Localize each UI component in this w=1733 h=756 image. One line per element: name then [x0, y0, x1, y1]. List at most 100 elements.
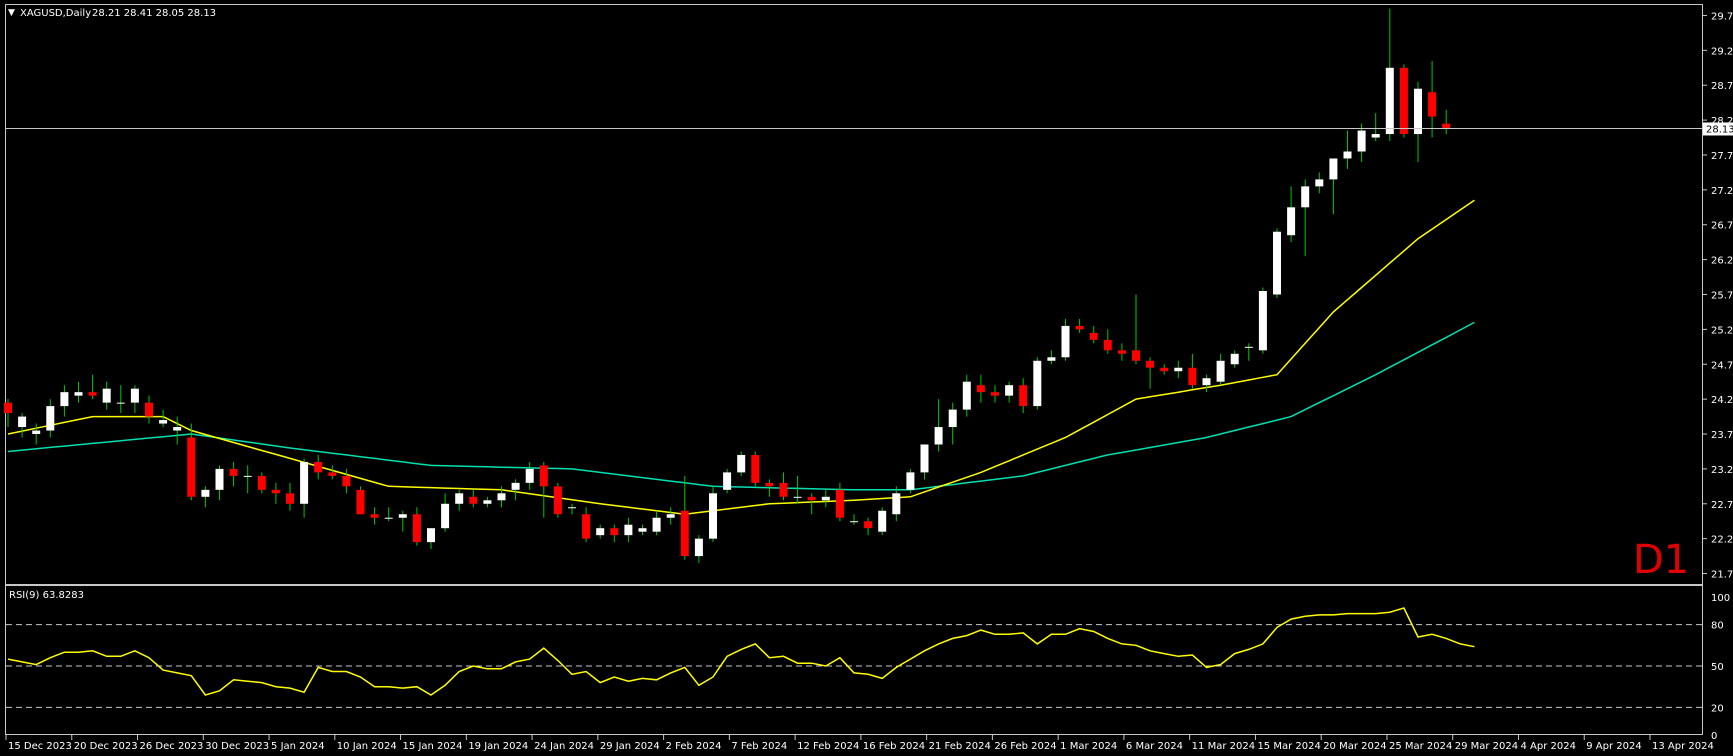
candle [751, 451, 760, 487]
current-price-label: 28.13 [1706, 124, 1733, 135]
x-tick-label: 24 Jan 2024 [534, 741, 594, 752]
x-tick-label: 1 Mar 2024 [1060, 741, 1117, 752]
y-tick-label: 25.75 [1711, 291, 1733, 302]
candle [835, 482, 844, 522]
candle [709, 486, 717, 543]
candle [1089, 325, 1098, 344]
candle-body-bull [638, 528, 647, 532]
candle-body-bull [920, 444, 929, 473]
candle-body-bull [46, 406, 55, 431]
candle-body-bull [850, 521, 858, 523]
x-tick-label: 6 Mar 2024 [1126, 741, 1183, 752]
x-tick-label: 9 Apr 2024 [1586, 741, 1641, 752]
x-tick-label: 16 Feb 2024 [863, 741, 925, 752]
y-tick-label: 27.75 [1711, 151, 1733, 162]
candle [1315, 172, 1324, 194]
y-tick-label: 23.25 [1711, 465, 1733, 476]
candle [511, 479, 520, 501]
candle [1273, 228, 1281, 298]
candle-body-bull [159, 420, 168, 424]
candle [962, 374, 971, 417]
candle [201, 486, 210, 508]
candle [497, 486, 506, 508]
candle-body-bear [680, 510, 689, 557]
x-tick-label: 4 Apr 2024 [1520, 741, 1575, 752]
candle [215, 465, 224, 501]
candle-body-bull [215, 468, 224, 490]
candle-body-bear [1117, 350, 1126, 354]
candle [455, 489, 464, 511]
candle [88, 374, 97, 400]
rsi-tick-label: 20 [1711, 703, 1724, 714]
candle [145, 395, 153, 424]
candle-body-bull [652, 517, 661, 532]
candle [356, 486, 365, 515]
candle-body-bull [737, 454, 746, 473]
candle [1301, 179, 1310, 257]
candle-body-bull [1315, 179, 1324, 187]
candle-body-bull [102, 388, 111, 403]
x-tick-label: 11 Mar 2024 [1192, 741, 1255, 752]
candle-body-bull [201, 489, 210, 497]
y-tick-label: 28.75 [1711, 81, 1733, 92]
rsi-tick-label: 80 [1711, 621, 1724, 632]
ohlc-label: 28.21 28.41 28.05 28.13 [92, 8, 216, 19]
candle [1047, 350, 1056, 365]
rsi-indicator: 100 80 50 20 0 [6, 593, 1730, 742]
x-tick-label: 12 Feb 2024 [797, 741, 859, 752]
x-tick-label: 13 Apr 2024 [1652, 741, 1714, 752]
candle-body-bull [821, 496, 830, 501]
candle [243, 465, 252, 494]
candle-body-bull [723, 472, 732, 490]
y-tick-label: 27.25 [1711, 186, 1733, 197]
candle-body-bull [60, 392, 69, 407]
candle [102, 381, 111, 410]
timeframe-badge: D1 [1633, 537, 1689, 583]
candle-body-bull [1258, 291, 1267, 351]
x-tick-label: 25 Mar 2024 [1389, 741, 1452, 752]
candle [525, 461, 534, 490]
candle-body-bear [1428, 92, 1437, 117]
candle-body-bear [4, 402, 12, 414]
candle-body-bull [793, 496, 802, 498]
y-tick-label: 28.25 [1711, 116, 1733, 127]
candle [934, 399, 943, 452]
candle-body-bear [751, 454, 760, 483]
candle [807, 493, 816, 515]
candle [1160, 364, 1169, 375]
candle [680, 475, 689, 560]
candle-body-bull [1005, 385, 1014, 396]
time-axis: 15 Dec 2023 20 Dec 2023 26 Dec 2023 30 Dec … [5, 735, 1714, 752]
rsi-tick-label: 0 [1711, 731, 1717, 742]
candle [864, 517, 873, 536]
candle-body-bull [1287, 207, 1296, 236]
candle [765, 479, 774, 497]
candle-body-bull [130, 388, 139, 403]
candle-body-bull [427, 528, 435, 543]
candle [441, 493, 450, 532]
candle [1343, 130, 1352, 169]
ma-fast-line [7, 199, 1475, 515]
candle-body-bull [1244, 346, 1253, 348]
candle-body-bull [878, 510, 887, 532]
candle [1428, 60, 1437, 138]
candle-body-bear [1188, 367, 1197, 386]
symbol-menu-icon[interactable]: ▼ [8, 8, 15, 18]
candle-body-bull [1343, 151, 1352, 159]
candle-body-bull [892, 493, 901, 515]
candle-body-bear [765, 482, 774, 487]
candle [116, 385, 125, 414]
y-tick-label: 22.25 [1711, 535, 1733, 546]
candle-body-bull [1357, 130, 1366, 152]
candle-body-bull [384, 517, 393, 519]
candle [1075, 318, 1084, 333]
x-tick-label: 20 Dec 2023 [74, 741, 138, 752]
y-tick-label: 24.25 [1711, 395, 1733, 406]
x-tick-label: 10 Jan 2024 [337, 741, 397, 752]
candle-body-bear [1146, 360, 1155, 368]
candle [342, 468, 351, 494]
candle-body-bull [1301, 186, 1310, 208]
candle [1385, 8, 1394, 142]
